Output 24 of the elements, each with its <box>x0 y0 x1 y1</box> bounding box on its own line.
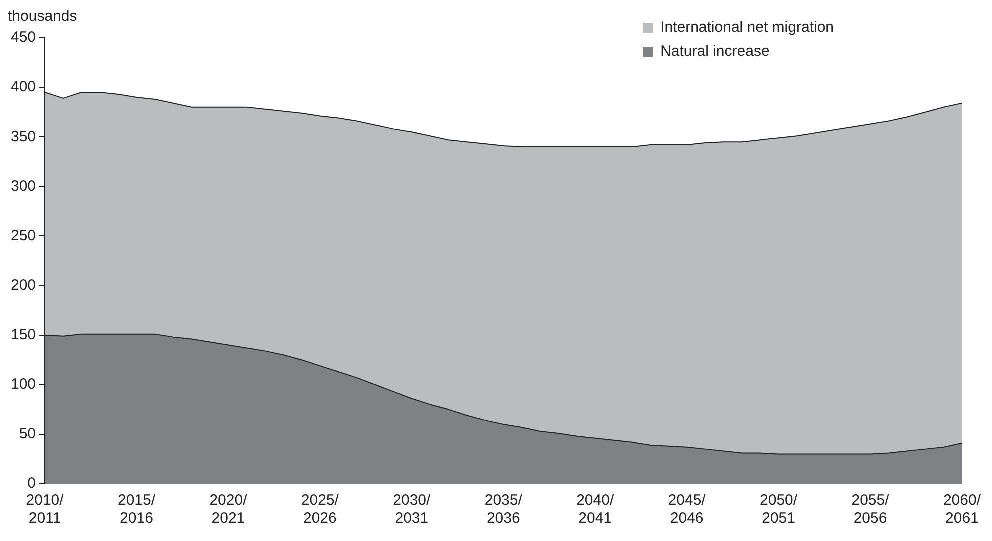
y-tick-label: 100 <box>10 376 36 394</box>
y-tick-label: 400 <box>10 78 36 96</box>
x-tick-label: 2015/2016 <box>118 492 156 528</box>
y-tick-label: 250 <box>10 227 36 244</box>
y-tick-label: 50 <box>19 426 36 443</box>
x-tick-label: 2030/2031 <box>393 492 432 528</box>
y-tick-label: 300 <box>10 178 36 195</box>
x-tick-label: 2040/2041 <box>576 492 615 528</box>
x-tick-label: 2050/2051 <box>760 492 798 528</box>
legend-label: International net migration <box>660 18 834 38</box>
x-tick-label: 2060/2061 <box>943 492 982 528</box>
x-tick-label: 2035/2036 <box>484 492 524 528</box>
y-tick-label: 0 <box>28 475 36 492</box>
x-tick-label: 2020/2021 <box>210 492 248 528</box>
x-tick-label: 2010/2011 <box>26 492 65 528</box>
y-tick-label: 450 <box>10 29 36 46</box>
legend-label: Natural increase <box>660 42 770 62</box>
x-tick-label: 2055/2056 <box>852 492 890 528</box>
y-axis-title: thousands <box>8 8 78 25</box>
x-tick-label: 2025/2026 <box>301 492 340 528</box>
y-tick-label: 350 <box>10 128 36 146</box>
x-tick-label: 2045/2046 <box>668 492 707 528</box>
y-tick-label: 200 <box>10 276 36 294</box>
y-tick-label: 150 <box>10 326 36 344</box>
